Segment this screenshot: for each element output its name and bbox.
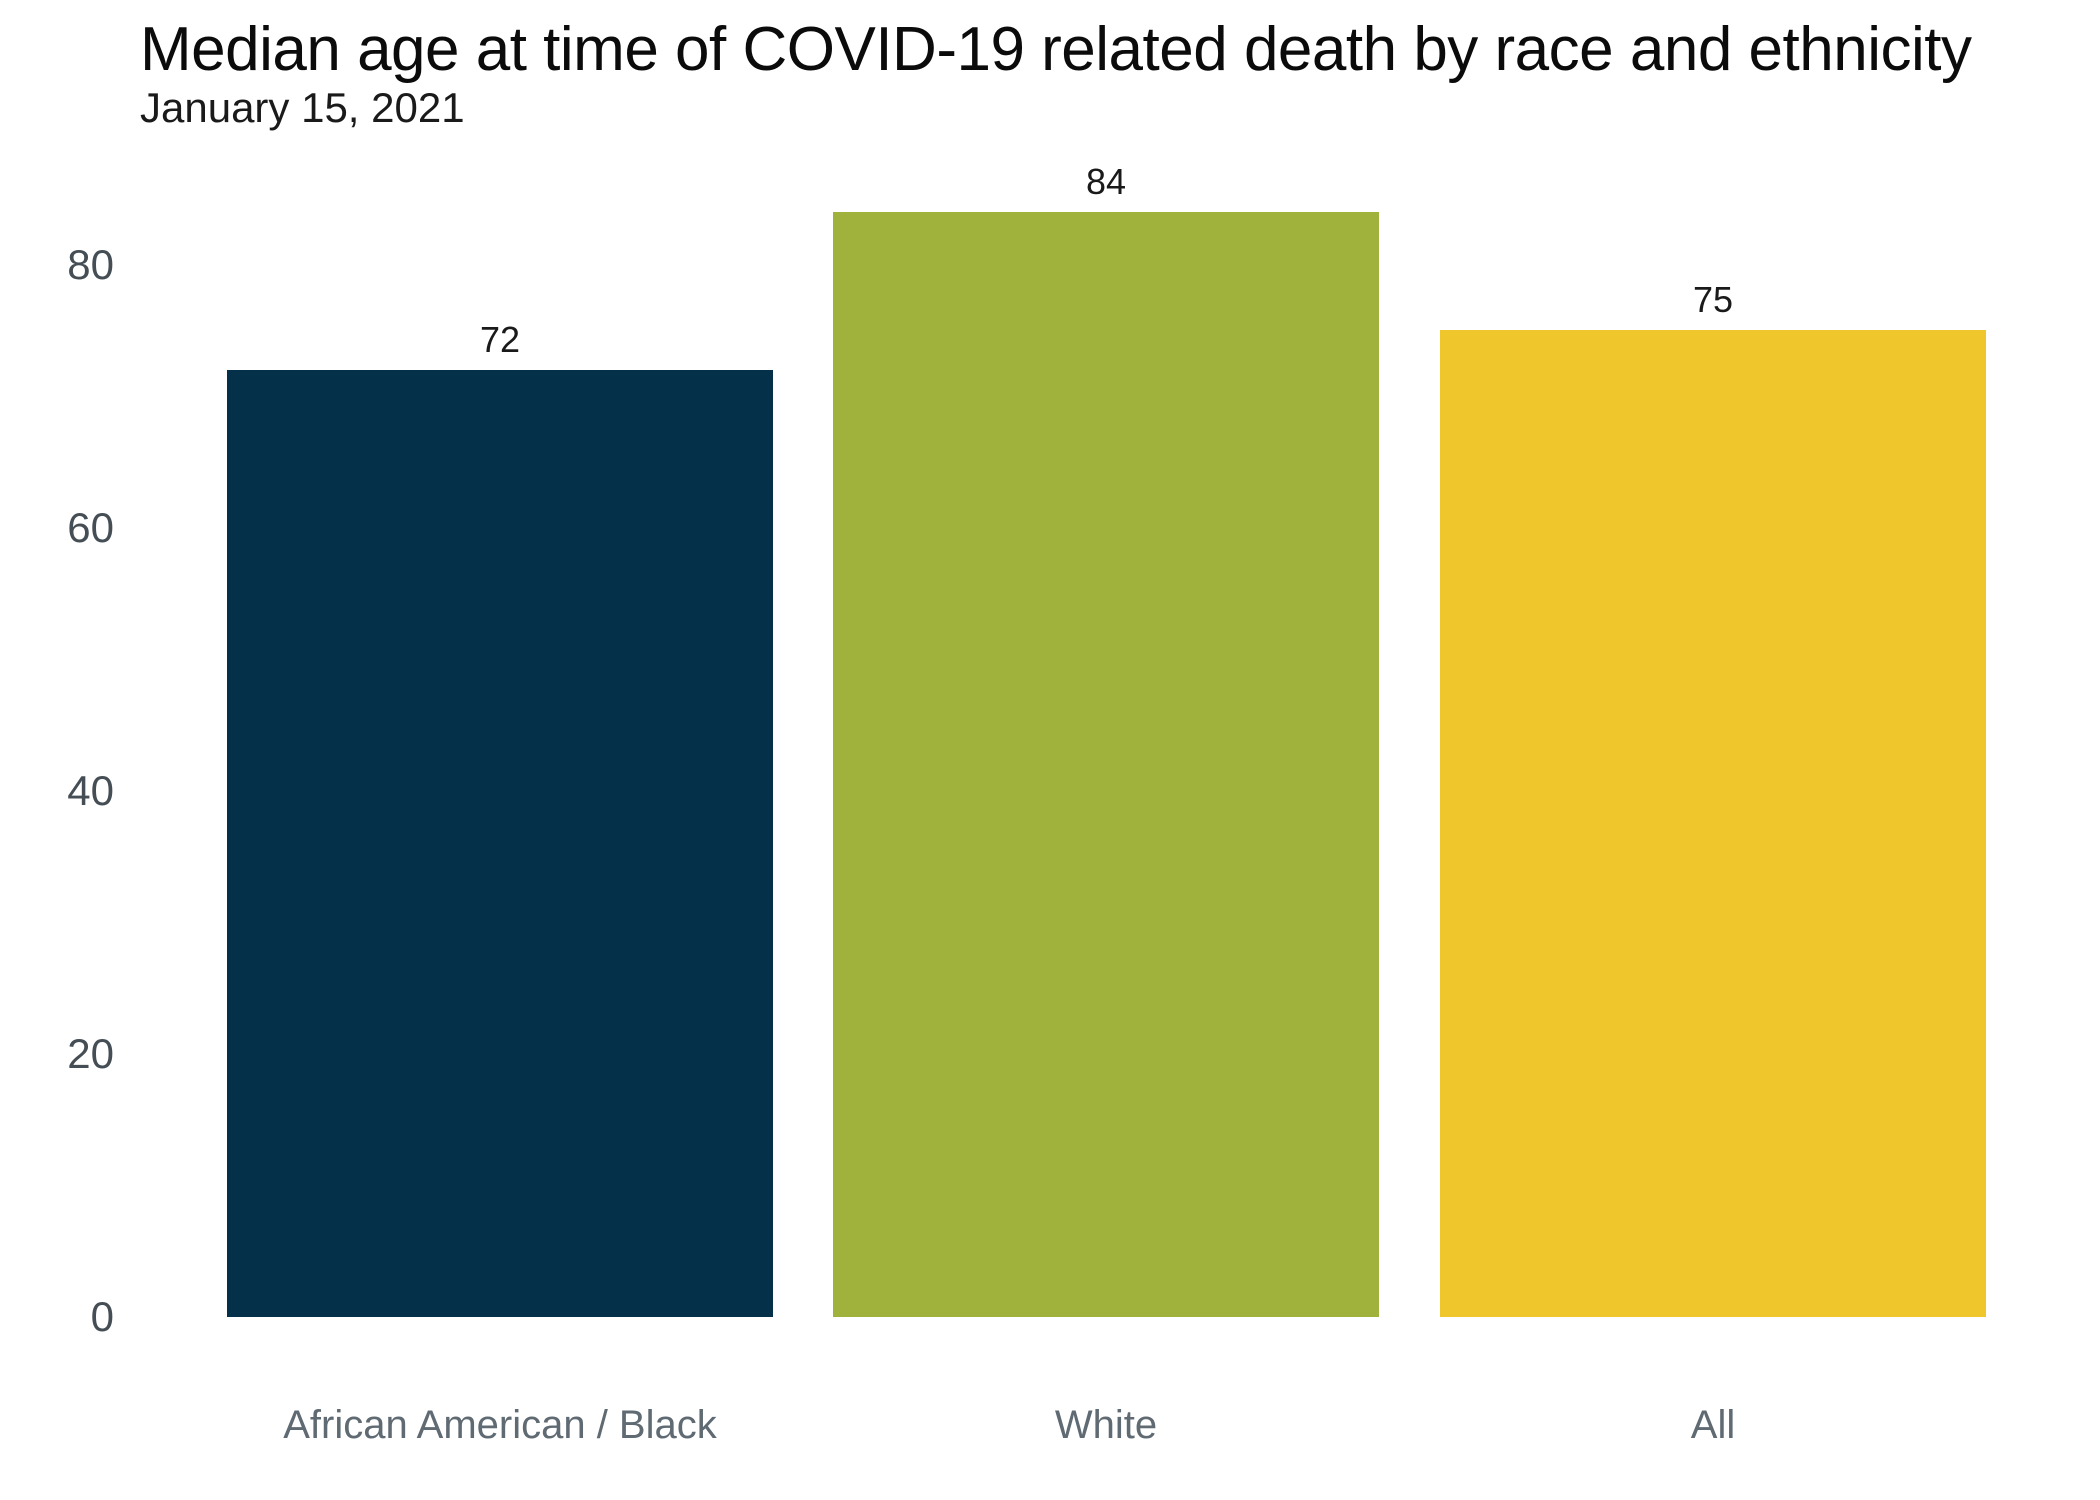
bar-value-label: 72 — [479, 319, 521, 360]
category-label: All — [1690, 1403, 1736, 1447]
bar-value-label: 84 — [1085, 161, 1127, 202]
y-axis-tick-label: 20 — [67, 1030, 114, 1077]
chart-subtitle: January 15, 2021 — [140, 84, 465, 131]
y-axis-tick-label: 60 — [67, 504, 114, 551]
category-label: African American / Black — [283, 1403, 717, 1447]
bar-white — [833, 212, 1379, 1317]
y-axis-tick-label: 40 — [67, 767, 114, 814]
y-axis-tick-label: 80 — [67, 241, 114, 288]
bar-african-american-black — [227, 370, 773, 1317]
y-axis-tick-label: 0 — [90, 1293, 114, 1340]
category-label: White — [1054, 1403, 1158, 1447]
chart-title: Median age at time of COVID-19 related d… — [140, 15, 1972, 84]
bar-all — [1440, 330, 1986, 1317]
bar-value-label: 75 — [1692, 279, 1734, 320]
